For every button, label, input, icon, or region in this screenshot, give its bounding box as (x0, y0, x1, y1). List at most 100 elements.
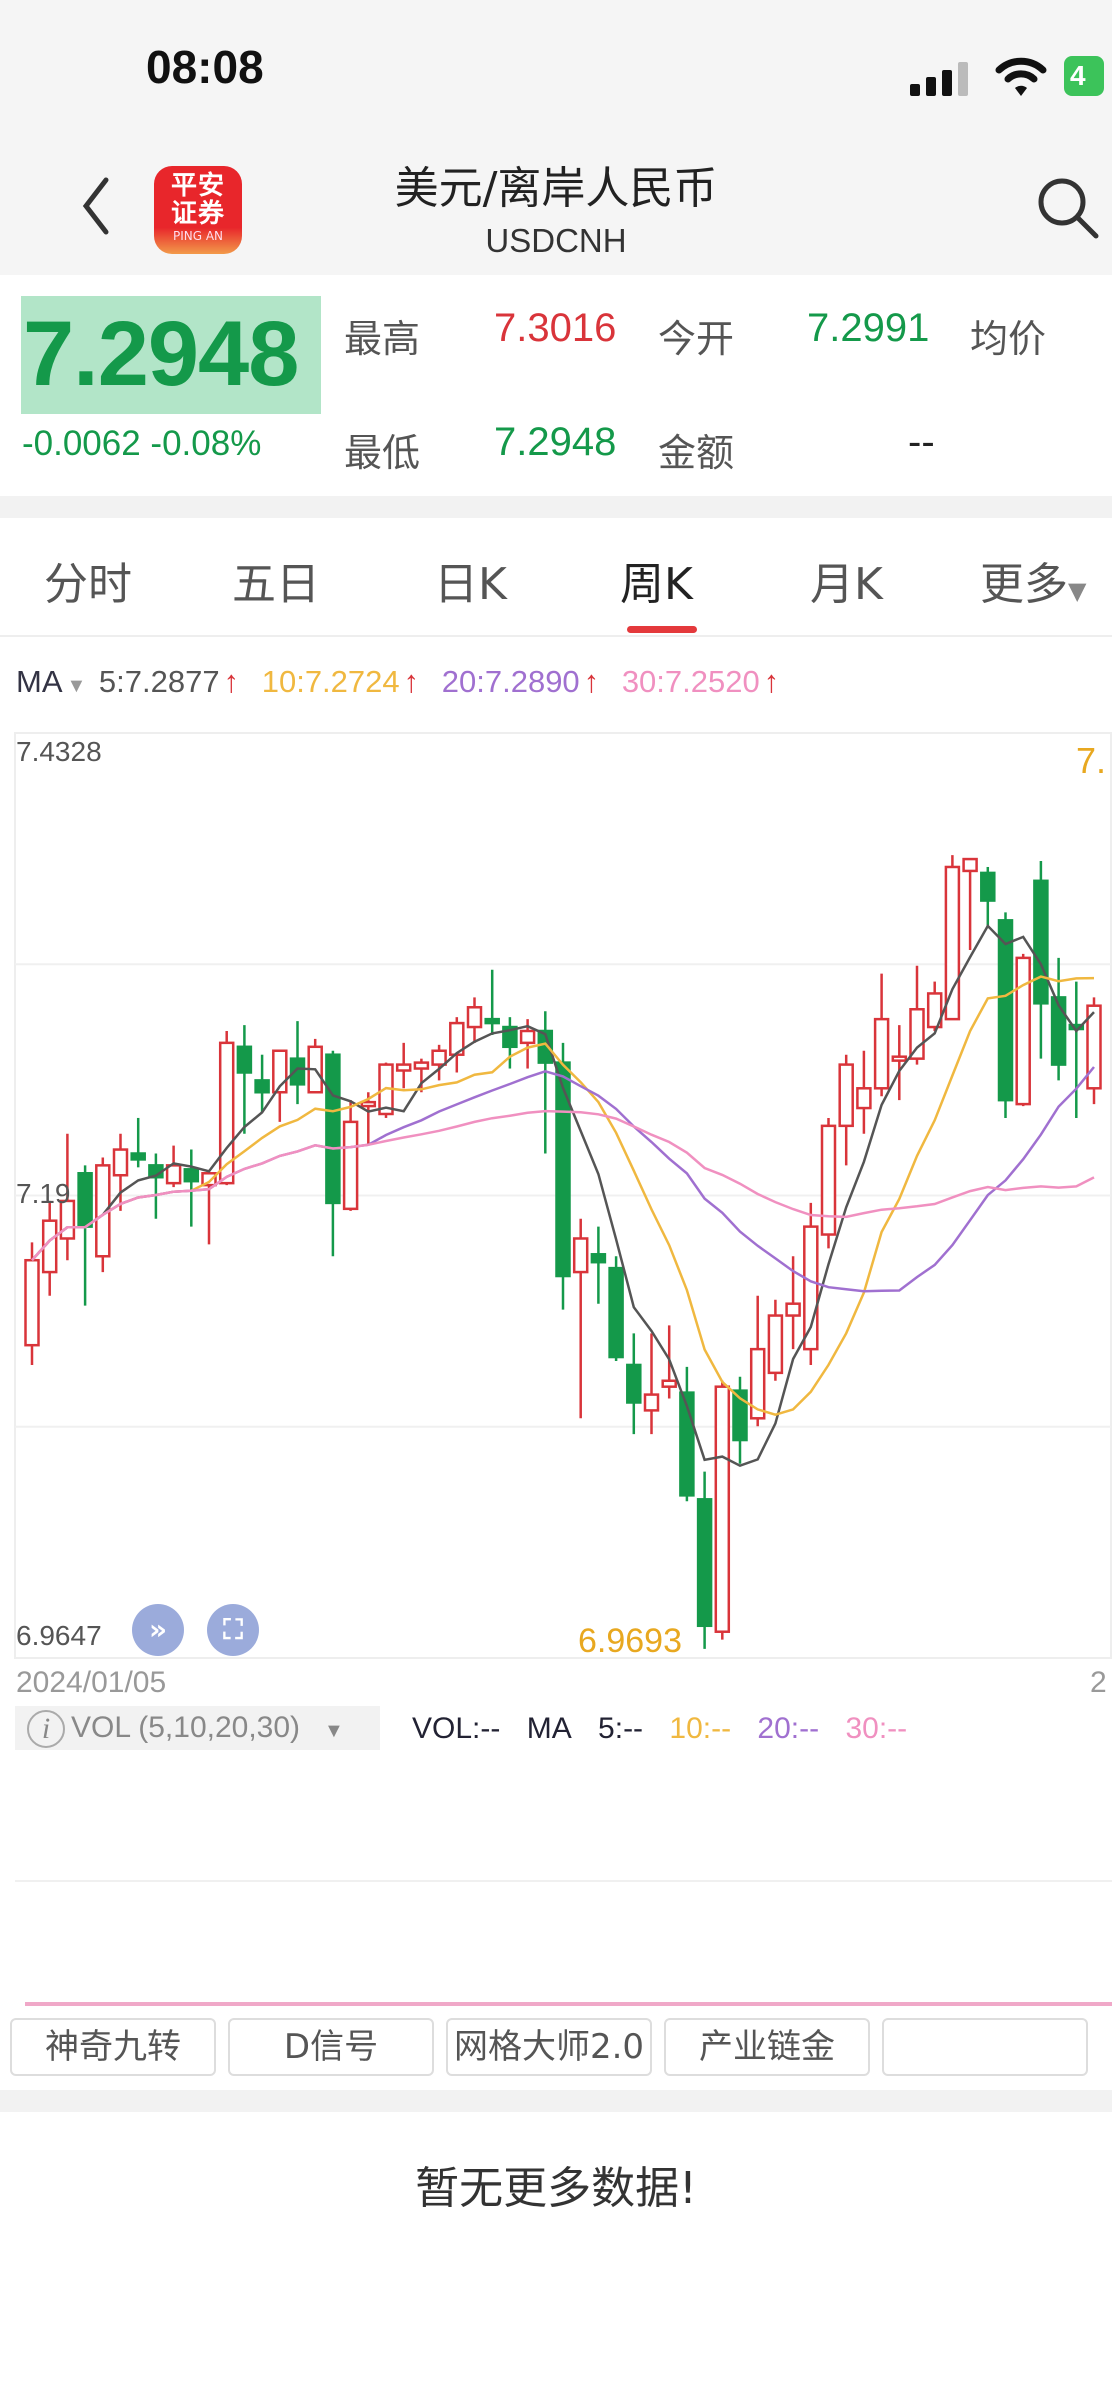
candle-up (572, 1237, 589, 1274)
tool-button-more[interactable] (882, 2018, 1088, 2076)
candle-down (289, 1057, 306, 1086)
search-icon[interactable] (1036, 176, 1100, 240)
candle-up (395, 1063, 412, 1072)
candle-up (962, 857, 978, 873)
candle-up (785, 1302, 801, 1317)
ma5-line (31, 923, 1095, 1468)
x-axis-end-date: 2 (1090, 1666, 1107, 1699)
y-axis-min-label: 6.9647 (16, 1620, 102, 1651)
tab-more[interactable]: 更多▼ (980, 548, 1086, 612)
vol-ma30: 30:-- (845, 1712, 908, 1745)
candle-up (714, 1385, 731, 1633)
divider (0, 496, 1112, 518)
avg-label: 均价 (970, 317, 1047, 361)
candlestick-chart[interactable] (0, 720, 1112, 1680)
vol-value: VOL:-- (412, 1712, 501, 1745)
candle-down (236, 1045, 253, 1074)
candle-up (165, 1164, 182, 1185)
up-arrow-icon: ↑ (763, 664, 780, 699)
low-label: 最低 (344, 431, 421, 475)
battery-icon: 4 (1064, 56, 1104, 96)
tab-daily-k[interactable]: 日K (434, 559, 507, 610)
page-title: 美元/离岸人民币 (394, 163, 718, 214)
candle-up (873, 1017, 890, 1090)
high-label: 最高 (344, 317, 421, 361)
candle-up (820, 1124, 837, 1236)
tab-weekly-k[interactable]: 周K (620, 559, 693, 610)
candle-up (1086, 1004, 1102, 1090)
tab-five-day[interactable]: 五日 (232, 559, 320, 610)
vol-ma5: 5:-- (598, 1712, 644, 1745)
candle-up (803, 1225, 819, 1351)
candle-down (254, 1079, 270, 1094)
candle-down (555, 1061, 571, 1278)
vol-ma10: 10:-- (669, 1712, 732, 1745)
up-arrow-icon: ↑ (583, 664, 600, 699)
candle-up (838, 1063, 854, 1128)
ma10-line (31, 975, 1095, 1417)
y-axis-max-label: 7.4328 (16, 736, 102, 767)
candle-up (926, 992, 943, 1029)
vol-ma-label: MA (526, 1712, 572, 1745)
amount-label: 金额 (658, 431, 735, 475)
active-tab-indicator (627, 626, 697, 633)
status-time: 08:08 (146, 41, 264, 93)
candle-down (626, 1363, 642, 1404)
logo-text: 证券 (170, 199, 225, 229)
candle-down (130, 1152, 146, 1161)
candle-up (112, 1148, 129, 1177)
candle-up (342, 1120, 359, 1211)
ma-legend[interactable]: MA ▼ 5:7.2877 ↑ 10:7.2724 ↑ 20:7.2890 ↑ 30:7… (16, 664, 793, 700)
candle-down (696, 1498, 713, 1628)
candle-up (201, 1172, 217, 1187)
candle-down (997, 919, 1014, 1102)
candle-down (608, 1266, 624, 1359)
logo-text: 平安 (170, 171, 225, 201)
open-label: 今开 (658, 317, 735, 361)
cellular-signal-icon (910, 62, 968, 96)
fullscreen-button[interactable]: ⛶ (207, 1604, 259, 1656)
divider (0, 635, 1112, 637)
max-price-marker: 7. (1076, 740, 1107, 781)
volume-indicator-selector[interactable]: i VOL (5,10,20,30) ▼ (15, 1706, 380, 1750)
candle-up (431, 1049, 447, 1066)
caret-down-icon: ▼ (66, 675, 87, 697)
tab-intraday[interactable]: 分时 (44, 559, 132, 610)
tool-button-industry-chain[interactable]: 产业链金 (664, 2018, 870, 2076)
candle-up (767, 1314, 784, 1375)
vol-ma20: 20:-- (757, 1712, 820, 1745)
candle-up (466, 1006, 483, 1029)
candle-down (183, 1168, 200, 1183)
candle-up (749, 1347, 766, 1420)
volume-baseline (25, 2002, 1112, 2006)
logo-text: PING AN (172, 229, 224, 243)
symbol-code: USDCNH (485, 222, 627, 259)
app-logo: 平安 证券 PING AN (154, 166, 242, 254)
tool-button-magic-nine[interactable]: 神奇九转 (10, 2018, 216, 2076)
ma20-value: 20:7.2890 (441, 664, 580, 699)
candle-up (360, 1100, 377, 1108)
candle-up (413, 1061, 430, 1070)
candle-down (1050, 996, 1067, 1066)
x-axis-start-date: 2024/01/05 (16, 1666, 167, 1699)
price-highlight (21, 296, 321, 414)
candle-up (1015, 956, 1031, 1106)
wifi-icon (995, 57, 1047, 96)
candle-down (537, 1029, 554, 1064)
info-icon[interactable]: i (27, 1710, 65, 1749)
caret-down-icon: ▼ (324, 1720, 344, 1742)
volume-gridline (15, 1880, 1112, 1882)
ma-selector[interactable]: MA (16, 664, 63, 699)
low-value: 7.2948 (494, 420, 617, 464)
expand-arrows-button[interactable]: » (132, 1604, 184, 1656)
tab-monthly-k[interactable]: 月K (810, 559, 883, 610)
candle-up (643, 1393, 660, 1412)
price-change: -0.0062 -0.08% (22, 424, 262, 463)
candle-down (77, 1172, 93, 1228)
candle-down (590, 1253, 607, 1264)
back-chevron-icon[interactable] (78, 176, 114, 236)
tool-button-d-signal[interactable]: D信号 (228, 2018, 434, 2076)
volume-selector-label: VOL (5,10,20,30) (71, 1711, 301, 1744)
tool-button-grid-master[interactable]: 网格大师2.0 (446, 2018, 652, 2076)
candle-up (24, 1258, 40, 1347)
